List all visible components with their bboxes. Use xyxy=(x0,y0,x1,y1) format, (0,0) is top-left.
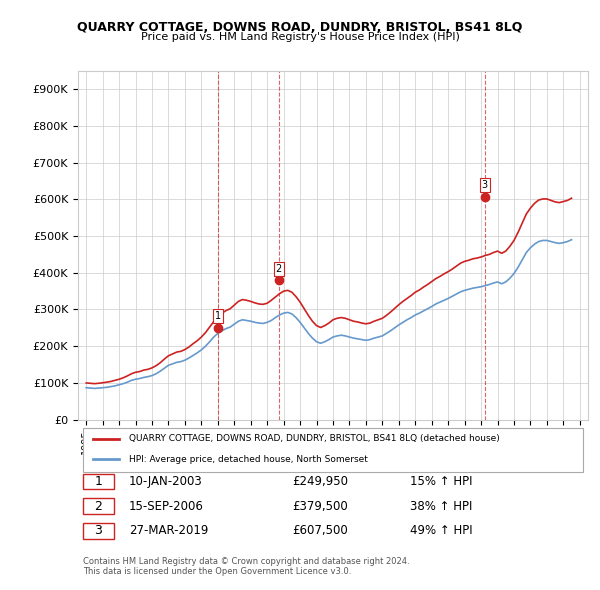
Text: 15-SEP-2006: 15-SEP-2006 xyxy=(129,500,204,513)
Text: HPI: Average price, detached house, North Somerset: HPI: Average price, detached house, Nort… xyxy=(129,455,368,464)
Text: Contains HM Land Registry data © Crown copyright and database right 2024.
This d: Contains HM Land Registry data © Crown c… xyxy=(83,557,410,576)
Text: Price paid vs. HM Land Registry's House Price Index (HPI): Price paid vs. HM Land Registry's House … xyxy=(140,32,460,42)
Text: 38% ↑ HPI: 38% ↑ HPI xyxy=(409,500,472,513)
Text: £607,500: £607,500 xyxy=(292,524,348,537)
Text: 27-MAR-2019: 27-MAR-2019 xyxy=(129,524,208,537)
FancyBboxPatch shape xyxy=(83,523,114,539)
Text: 2: 2 xyxy=(94,500,103,513)
Text: 10-JAN-2003: 10-JAN-2003 xyxy=(129,475,203,488)
Text: 15% ↑ HPI: 15% ↑ HPI xyxy=(409,475,472,488)
Text: 3: 3 xyxy=(94,524,103,537)
FancyBboxPatch shape xyxy=(83,474,114,490)
FancyBboxPatch shape xyxy=(83,498,114,514)
Text: 1: 1 xyxy=(215,312,221,321)
FancyBboxPatch shape xyxy=(83,428,583,472)
Text: £249,950: £249,950 xyxy=(292,475,348,488)
Text: QUARRY COTTAGE, DOWNS ROAD, DUNDRY, BRISTOL, BS41 8LQ: QUARRY COTTAGE, DOWNS ROAD, DUNDRY, BRIS… xyxy=(77,21,523,34)
Text: QUARRY COTTAGE, DOWNS ROAD, DUNDRY, BRISTOL, BS41 8LQ (detached house): QUARRY COTTAGE, DOWNS ROAD, DUNDRY, BRIS… xyxy=(129,434,500,443)
Text: 1: 1 xyxy=(94,475,103,488)
Text: 2: 2 xyxy=(276,264,282,274)
Text: £379,500: £379,500 xyxy=(292,500,348,513)
Text: 49% ↑ HPI: 49% ↑ HPI xyxy=(409,524,472,537)
Text: 3: 3 xyxy=(482,180,488,190)
